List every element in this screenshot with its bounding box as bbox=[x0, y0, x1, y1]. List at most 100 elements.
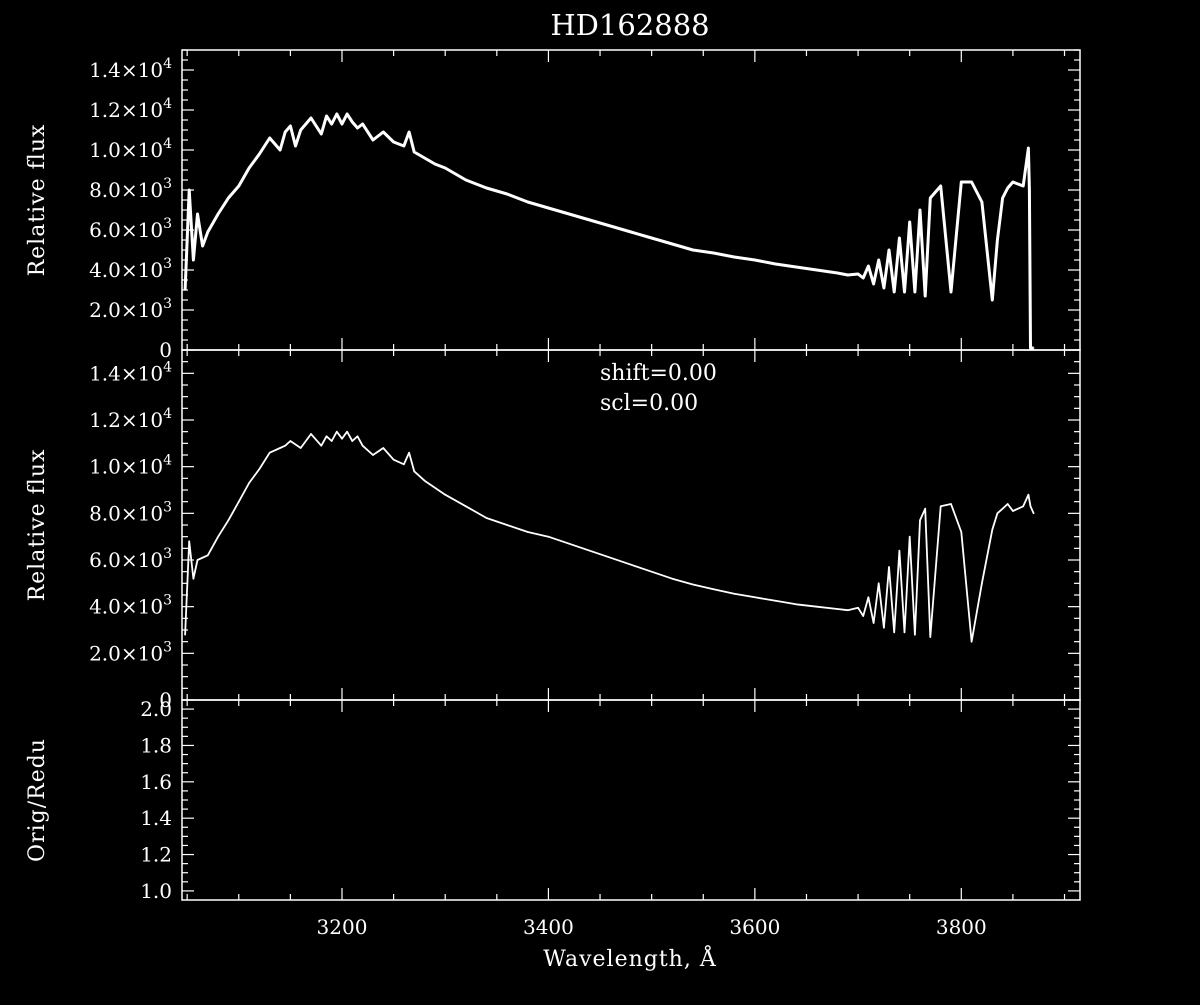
data-point bbox=[1027, 493, 1030, 496]
y-tick-label: 1.4×104 bbox=[89, 359, 172, 385]
data-point bbox=[1012, 510, 1014, 512]
data-point bbox=[268, 137, 271, 139]
data-point bbox=[279, 447, 281, 449]
data-point bbox=[867, 596, 870, 599]
data-point bbox=[795, 603, 797, 606]
data-point bbox=[506, 524, 508, 526]
data-point bbox=[188, 540, 190, 543]
data-point bbox=[862, 277, 864, 279]
data-point bbox=[888, 566, 890, 568]
data-point bbox=[434, 486, 436, 489]
data-point bbox=[392, 458, 395, 461]
spectrum-line bbox=[183, 112, 1034, 350]
data-point bbox=[754, 596, 756, 599]
y-axis-label: Relative flux bbox=[25, 124, 50, 277]
data-point bbox=[692, 249, 694, 251]
data-point bbox=[929, 197, 932, 199]
y-axis-label: Relative flux bbox=[25, 449, 50, 602]
data-point bbox=[527, 201, 529, 203]
data-point bbox=[444, 493, 447, 496]
data-point bbox=[1022, 185, 1024, 187]
data-point bbox=[671, 577, 674, 580]
y-tick-label: 6.0×103 bbox=[89, 546, 172, 572]
x-tick-label: 3400 bbox=[523, 915, 574, 939]
data-point bbox=[196, 213, 199, 215]
data-point bbox=[970, 181, 973, 183]
y-tick-label: 1.0×104 bbox=[89, 136, 172, 162]
y-tick-label: 4.0×103 bbox=[89, 256, 172, 282]
data-point bbox=[872, 283, 875, 285]
data-point bbox=[733, 256, 735, 258]
y-tick-label: 0 bbox=[159, 338, 172, 362]
data-point bbox=[527, 531, 529, 533]
data-point bbox=[372, 454, 374, 456]
data-point bbox=[294, 145, 297, 147]
data-point bbox=[434, 163, 436, 165]
data-point bbox=[970, 640, 973, 643]
data-point bbox=[217, 213, 219, 215]
data-point bbox=[630, 231, 632, 233]
data-point bbox=[929, 636, 932, 638]
data-point bbox=[568, 542, 570, 545]
data-point bbox=[960, 531, 963, 533]
panels-group: 0 2.0×103 4.0×103 6.0×103 8.0×103 1.0×104 1.2×… bbox=[25, 49, 1081, 939]
y-tick-label: 2.0×103 bbox=[89, 296, 172, 322]
data-point bbox=[184, 633, 186, 636]
data-point bbox=[351, 121, 354, 123]
data-point bbox=[877, 582, 880, 585]
data-point bbox=[857, 607, 859, 609]
data-point bbox=[1027, 147, 1030, 149]
y-tick-label: 1.4×104 bbox=[89, 56, 172, 82]
y-tick-label: 1.0 bbox=[140, 879, 172, 903]
data-point bbox=[1029, 347, 1032, 349]
data-point bbox=[423, 479, 426, 482]
chart-title: HD162888 bbox=[550, 8, 709, 42]
y-tick-label: 4.0×103 bbox=[89, 593, 172, 619]
data-point bbox=[188, 189, 190, 191]
series-middle bbox=[184, 430, 1035, 643]
data-point bbox=[996, 512, 999, 515]
data-point bbox=[862, 615, 864, 617]
data-point bbox=[924, 507, 926, 510]
annotation-label: scl=0.00 bbox=[600, 391, 698, 416]
data-point bbox=[336, 113, 338, 115]
y-tick-label: 1.2×104 bbox=[89, 96, 172, 122]
data-point bbox=[372, 139, 374, 141]
data-point bbox=[939, 185, 942, 187]
data-point bbox=[919, 209, 921, 211]
data-point bbox=[996, 239, 999, 241]
data-point bbox=[867, 265, 870, 267]
y-tick-label: 1.2×104 bbox=[89, 406, 172, 432]
data-point bbox=[238, 500, 240, 503]
y-tick-label: 8.0×103 bbox=[89, 499, 172, 525]
y-tick-label: 2.0×103 bbox=[89, 639, 172, 665]
data-point bbox=[795, 266, 797, 268]
data-point bbox=[1001, 507, 1004, 510]
data-point bbox=[908, 535, 911, 538]
data-point bbox=[289, 125, 292, 127]
data-point bbox=[816, 605, 818, 608]
y-tick-label: 1.2 bbox=[140, 843, 172, 867]
data-point bbox=[310, 433, 312, 435]
data-point bbox=[914, 633, 916, 636]
data-point bbox=[857, 273, 859, 275]
data-point bbox=[1012, 181, 1014, 183]
data-point bbox=[268, 451, 271, 454]
data-point bbox=[184, 289, 186, 291]
data-point bbox=[816, 269, 818, 271]
y-tick-label: 1.4 bbox=[140, 806, 172, 830]
data-point bbox=[248, 167, 250, 169]
data-point bbox=[325, 115, 328, 117]
data-point bbox=[919, 519, 921, 522]
data-point bbox=[847, 274, 849, 276]
data-point bbox=[588, 549, 591, 552]
data-point bbox=[888, 249, 890, 251]
data-point bbox=[914, 291, 916, 293]
data-point bbox=[1032, 347, 1035, 349]
data-point bbox=[465, 505, 467, 508]
data-point bbox=[609, 556, 612, 559]
data-point bbox=[1006, 503, 1009, 505]
data-point bbox=[413, 151, 416, 153]
data-point bbox=[336, 430, 338, 433]
